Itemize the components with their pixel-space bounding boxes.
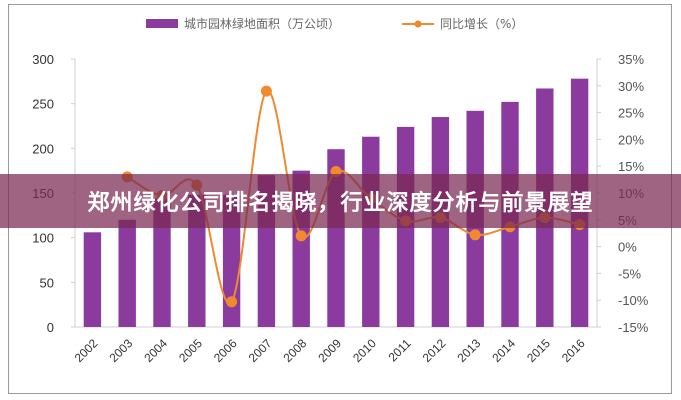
- banner-title: 郑州绿化公司排名揭晓，行业深度分析与前景展望: [87, 191, 594, 216]
- x-tick-label: 2016: [559, 336, 588, 365]
- legend-line-label: 同比增长（%）: [440, 17, 523, 31]
- right-tick-label: 30%: [618, 79, 644, 94]
- right-tick-label: -5%: [618, 266, 642, 281]
- bar-2003: [118, 219, 136, 327]
- left-tick-label: 0: [47, 320, 54, 335]
- growth-point-2013: [469, 229, 481, 241]
- x-tick-label: 2015: [524, 336, 553, 365]
- growth-point-2007: [260, 85, 272, 97]
- left-tick-label: 250: [32, 97, 54, 112]
- x-tick-label: 2008: [281, 336, 310, 365]
- legend-line-marker: [414, 20, 422, 28]
- x-tick-label: 2004: [141, 336, 170, 365]
- x-tick-label: 2006: [211, 336, 240, 365]
- left-tick-label: 50: [40, 275, 54, 290]
- title-banner: 郑州绿化公司排名揭晓，行业深度分析与前景展望: [0, 174, 681, 228]
- x-tick-label: 2005: [176, 336, 205, 365]
- right-tick-label: -15%: [618, 320, 649, 335]
- x-tick-label: 2003: [107, 336, 136, 365]
- legend: 城市园林绿地面积（万公顷） 同比增长（%）: [146, 16, 523, 31]
- legend-bar-swatch: [146, 19, 178, 28]
- growth-point-2008: [295, 230, 307, 242]
- bar-2004: [153, 198, 171, 327]
- left-tick-label: 200: [32, 141, 54, 156]
- right-tick-label: 20%: [618, 132, 644, 147]
- x-tick-label: 2002: [72, 336, 101, 365]
- x-tick-label: 2009: [315, 336, 344, 365]
- x-tick-label: 2010: [350, 336, 379, 365]
- right-tick-label: 15%: [618, 159, 644, 174]
- x-axis-labels: 2002 2003 2004 2005 2006 2007 2008 2009 2010 2011…: [72, 336, 588, 365]
- bar-2002: [83, 232, 102, 327]
- right-tick-label: 0%: [618, 240, 637, 255]
- legend-bar-label: 城市园林绿地面积（万公顷）: [184, 16, 340, 31]
- right-tick-label: -10%: [618, 293, 649, 308]
- x-tick-label: 2007: [246, 336, 275, 365]
- x-tick-label: 2011: [386, 336, 414, 364]
- x-tick-label: 2014: [489, 336, 518, 365]
- left-tick-label: 100: [32, 231, 54, 246]
- x-tick-label: 2012: [420, 336, 449, 365]
- bar-2010: [362, 136, 380, 327]
- left-tick-label: 300: [32, 52, 54, 67]
- x-tick-label: 2013: [455, 336, 484, 365]
- right-tick-label: 25%: [618, 106, 644, 121]
- right-tick-label: 35%: [618, 52, 644, 67]
- growth-point-2006: [226, 296, 238, 308]
